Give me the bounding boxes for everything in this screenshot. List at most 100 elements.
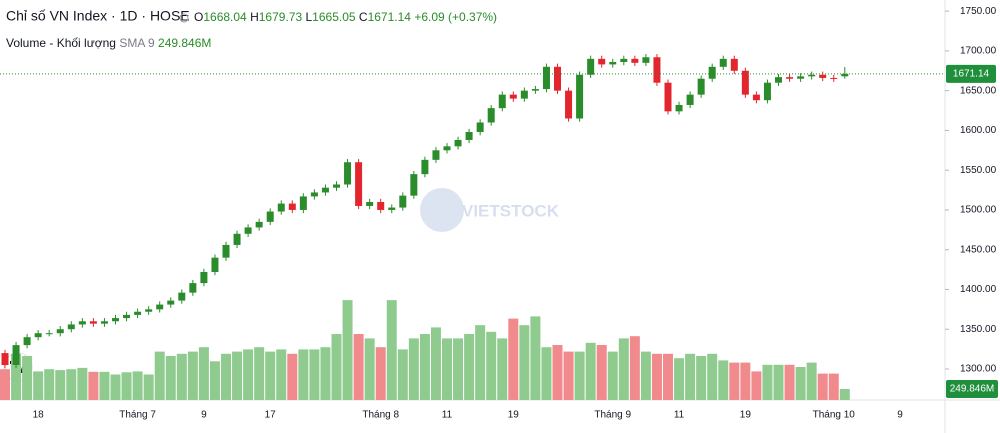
volume-last-label: 249.846M [950, 384, 994, 395]
volume-bar [55, 370, 66, 400]
candle-body [255, 221, 263, 228]
candle-body [178, 292, 186, 301]
volume-bar [243, 349, 254, 400]
candle-body [554, 66, 561, 91]
candle-body [498, 94, 506, 109]
candle-body [631, 58, 639, 63]
y-tick-label: 1600.00 [960, 125, 997, 136]
watermark-logo [420, 188, 464, 232]
volume-sma: SMA 9 [119, 36, 155, 50]
volume-bar [784, 364, 795, 400]
volume-bar [718, 360, 729, 400]
volume-bar [585, 342, 596, 400]
volume-bar [475, 325, 486, 400]
candle-body [443, 146, 451, 151]
candle-body [388, 207, 396, 210]
candle-body [675, 104, 683, 112]
y-tick-label: 1300.00 [960, 364, 997, 375]
volume-bar [165, 356, 176, 400]
candle-body [67, 324, 75, 330]
candle-body [377, 201, 385, 210]
volume-bar [331, 334, 342, 400]
candle-body [244, 227, 252, 234]
ohlc-value: 1668.04 [203, 10, 247, 24]
x-tick-label: 9 [897, 410, 903, 421]
candle-body [112, 318, 119, 322]
volume-bar [375, 347, 386, 400]
x-tick-label: 17 [265, 410, 277, 421]
candle-body [410, 174, 418, 196]
candle-body [741, 70, 749, 95]
volume-bar [519, 325, 530, 400]
volume-bar [530, 316, 541, 400]
volume-bar [66, 369, 77, 400]
candle-body [310, 192, 318, 197]
candle-body [476, 122, 484, 133]
candle-body [1, 353, 9, 366]
ohlc-label: H [250, 10, 259, 24]
volume-bar [419, 334, 430, 400]
volume-bar [77, 367, 88, 400]
x-tick-label: 11 [442, 410, 453, 421]
volume-bar [674, 358, 685, 400]
y-tick-label: 1650.00 [960, 85, 997, 96]
candle-body [730, 58, 738, 71]
candle-body [233, 233, 241, 245]
ohlc-label: L [305, 10, 312, 24]
volume-bar [110, 374, 121, 400]
volume-bar [629, 336, 640, 400]
x-tick-label: 19 [740, 410, 752, 421]
x-tick-label: Tháng 9 [594, 410, 631, 421]
candle-body [78, 321, 86, 325]
candle-body [321, 187, 329, 193]
volume-bar [707, 353, 718, 400]
candle-body [664, 82, 672, 112]
candle-body [89, 321, 97, 324]
volume-bar [309, 349, 320, 400]
volume-bar [298, 349, 309, 400]
volume-bar [740, 362, 751, 400]
volume-bar [265, 351, 276, 400]
volume-bar [154, 351, 165, 400]
candle-body [45, 333, 53, 335]
volume-legend: Volume - Khối lượng SMA 9 249.846M [6, 36, 211, 50]
volume-bar [663, 353, 673, 400]
candle-body [841, 73, 849, 77]
volume-bar [364, 338, 375, 400]
candle-body [531, 89, 539, 91]
status-dot [179, 13, 189, 23]
volume-bar [276, 349, 287, 400]
y-tick-label: 1750.00 [960, 6, 997, 17]
candle-body [697, 78, 705, 95]
x-tick-label: 9 [201, 410, 207, 421]
volume-bar [430, 327, 441, 400]
candle-body [189, 283, 197, 293]
chart-title: Chỉ số VN Index · 1D · HOSE [6, 8, 190, 24]
volume-bar [596, 345, 607, 400]
last-price-box [946, 64, 996, 83]
candle-body [288, 203, 296, 210]
volume-bar [187, 351, 198, 400]
volume-bar [751, 371, 762, 400]
volume-title: Volume - Khối lượng [6, 36, 116, 50]
volume-bar [198, 347, 209, 400]
candle-body [167, 300, 175, 305]
candle-body [565, 90, 573, 119]
candle-body [56, 329, 64, 334]
candle-body [34, 333, 42, 338]
volume-bar [232, 351, 243, 400]
x-tick-label: Tháng 7 [119, 410, 156, 421]
volume-bar [132, 371, 143, 400]
volume-bar [221, 353, 231, 400]
watermark: VIETSTOCK [420, 188, 560, 232]
candle-body [786, 77, 794, 79]
candle-body [542, 66, 550, 90]
candle-body [454, 139, 462, 147]
volume-bar [176, 353, 187, 400]
volume-bar [795, 367, 806, 400]
change: +6.09 (+0.37%) [414, 10, 497, 24]
candle-body [156, 304, 164, 310]
volume-bar [143, 374, 154, 400]
volume-bar [22, 356, 33, 400]
